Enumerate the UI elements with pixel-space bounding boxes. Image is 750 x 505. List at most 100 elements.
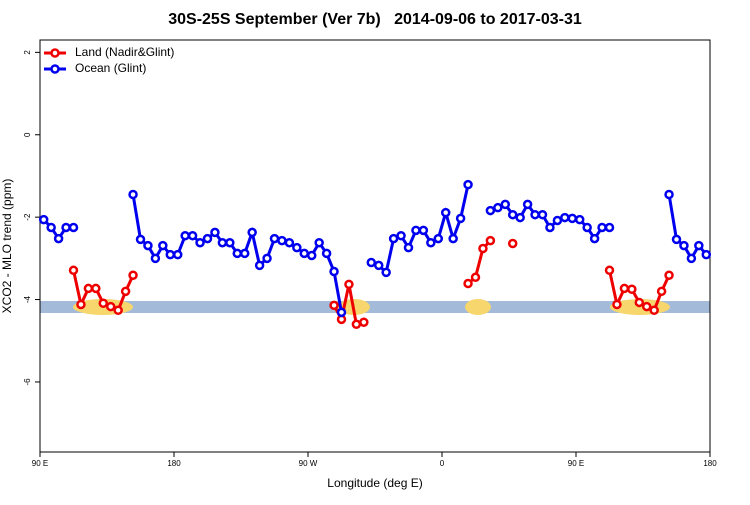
data-point (83, 283, 94, 294)
data-point (574, 214, 585, 225)
data-point (664, 270, 674, 281)
data-point (418, 225, 429, 236)
data-point (500, 199, 511, 210)
data-point (277, 235, 287, 246)
data-point (426, 237, 436, 248)
data-point (694, 240, 704, 251)
data-point (232, 248, 243, 259)
data-point (515, 212, 525, 223)
data-point (485, 235, 496, 246)
data-point (165, 249, 176, 260)
data-point (388, 233, 399, 244)
x-tick-label: 180 (703, 459, 717, 468)
data-point (299, 248, 310, 259)
data-point (686, 253, 697, 264)
data-point (612, 299, 622, 310)
legend-marker (50, 64, 60, 74)
data-point (262, 253, 272, 264)
data-point (98, 298, 109, 309)
data-point (68, 222, 79, 233)
chart-title: 30S-25S September (Ver 7b) 2014-09-06 to… (168, 11, 582, 28)
data-point (537, 209, 548, 220)
data-point (463, 278, 473, 289)
x-tick-label: 90 W (299, 459, 318, 468)
data-point (91, 283, 101, 294)
data-point (239, 248, 250, 259)
data-point (507, 238, 518, 249)
data-point (493, 202, 503, 213)
data-point (560, 212, 570, 223)
y-axis-label: XCO2 - MLO trend (ppm) (0, 179, 14, 314)
data-point (351, 319, 362, 330)
data-point (567, 213, 578, 224)
data-point (254, 260, 265, 271)
y-tick-label: 2 (23, 50, 32, 55)
legend-label: Land (Nadir&Glint) (75, 45, 174, 59)
data-point (284, 237, 295, 248)
data-point (150, 253, 161, 264)
data-point (217, 237, 228, 248)
data-point (128, 189, 138, 200)
data-point (545, 222, 555, 233)
data-point (455, 213, 466, 224)
data-point (113, 305, 123, 316)
data-point (507, 209, 518, 220)
data-point (53, 233, 64, 244)
data-point (470, 272, 481, 283)
series-line (42, 184, 708, 313)
data-point (314, 237, 324, 248)
data-point (664, 189, 674, 200)
data-point (619, 283, 630, 294)
data-point (656, 286, 667, 297)
data-point (448, 233, 458, 244)
data-point (641, 301, 652, 312)
x-tick-label: 0 (440, 459, 445, 468)
data-point (381, 267, 391, 278)
data-point (627, 284, 637, 295)
land-blob (465, 299, 491, 315)
data-point (76, 299, 86, 310)
y-tick-label: -2 (23, 213, 32, 221)
data-point (344, 279, 354, 290)
data-point (679, 240, 689, 251)
data-point (530, 209, 540, 220)
data-point (552, 215, 563, 226)
data-point (38, 214, 49, 225)
data-point (366, 257, 377, 268)
data-point (292, 242, 302, 253)
data-point (396, 230, 406, 241)
x-tick-label: 90 E (32, 459, 48, 468)
data-point (701, 249, 712, 260)
data-point (68, 265, 79, 276)
x-tick-label: 90 E (568, 459, 584, 468)
data-point (321, 248, 332, 259)
data-point (522, 199, 533, 210)
legend-marker (50, 48, 60, 58)
data-point (247, 227, 257, 238)
data-point (306, 250, 317, 261)
data-point (433, 233, 444, 244)
data-point (172, 249, 183, 260)
x-axis-label: Longitude (deg E) (327, 476, 422, 490)
data-point (61, 222, 71, 233)
data-point (210, 227, 220, 238)
data-point (336, 307, 347, 318)
data-point (143, 240, 153, 251)
data-point (671, 234, 682, 245)
data-point (373, 260, 384, 271)
data-point (195, 237, 205, 248)
data-point (329, 266, 339, 277)
data-point (589, 233, 600, 244)
data-point (158, 240, 168, 251)
data-point (128, 270, 138, 281)
y-tick-label: 0 (23, 132, 32, 137)
data-point (202, 233, 213, 244)
data-point (187, 230, 198, 241)
data-point (597, 222, 607, 233)
data-point (105, 301, 116, 312)
data-point (329, 300, 339, 311)
x-tick-label: 180 (167, 459, 181, 468)
data-point (604, 265, 615, 276)
